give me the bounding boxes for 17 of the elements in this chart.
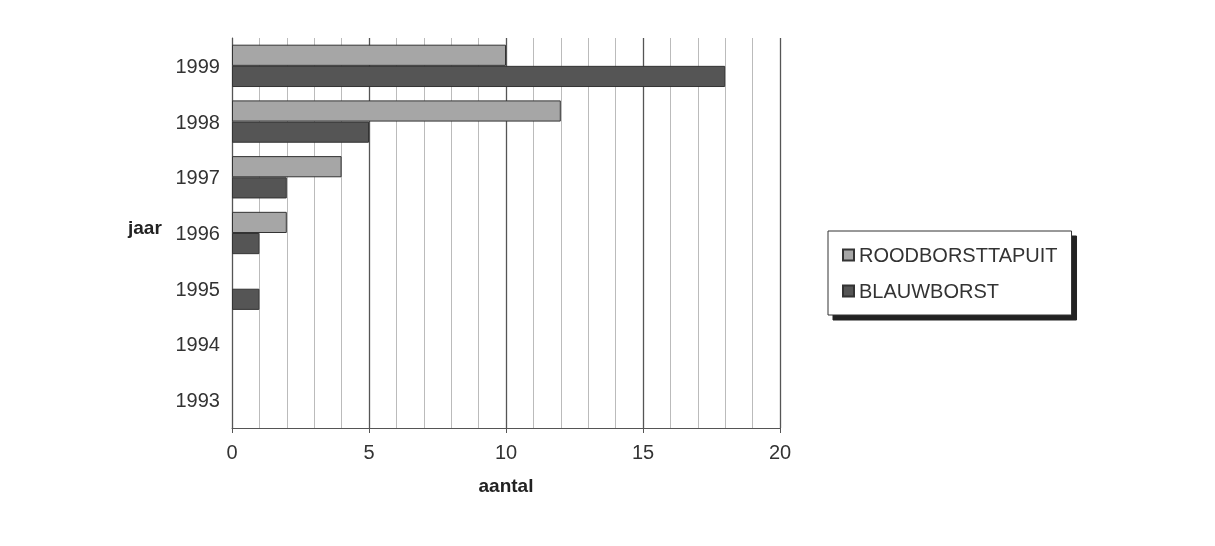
x-tick-label: 10 <box>494 441 518 463</box>
y-tick-label: 1994 <box>175 333 220 356</box>
y-tick-label: 1999 <box>175 54 220 77</box>
x-tick-label: 0 <box>226 441 238 463</box>
x-tick-label: 5 <box>363 441 375 463</box>
bar <box>232 288 260 310</box>
y-tick-label: 1995 <box>175 277 220 300</box>
legend-label: ROODBORSTTAPUIT <box>859 244 1058 266</box>
y-tick-label: 1998 <box>175 110 220 133</box>
y-axis-title: jaar <box>127 217 163 238</box>
y-tick-label: 1996 <box>175 222 220 244</box>
x-axis-title: aantal <box>478 475 534 496</box>
x-tick-label: 20 <box>768 441 792 463</box>
y-tick-label: 1993 <box>175 389 220 412</box>
x-tick-label: 15 <box>631 441 655 463</box>
y-tick-label: 1997 <box>175 166 220 189</box>
legend-label: BLAUWBORST <box>859 280 1000 302</box>
